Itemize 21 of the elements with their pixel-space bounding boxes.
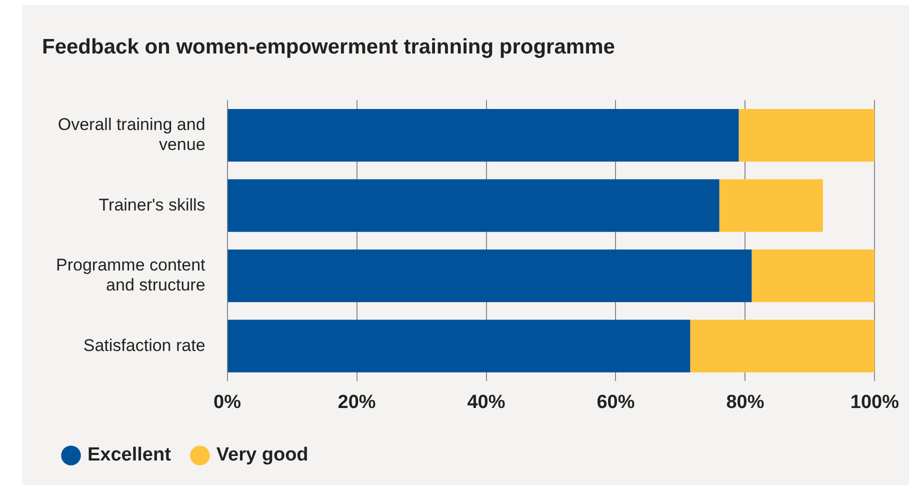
x-tick-label: 60% bbox=[596, 392, 635, 413]
bar bbox=[228, 249, 752, 302]
legend-label: Very good bbox=[216, 444, 308, 466]
bar bbox=[752, 249, 875, 302]
x-tick-label: 100% bbox=[850, 392, 900, 413]
y-tick-label: Satisfaction rate bbox=[83, 336, 206, 355]
y-tick-label: Programme content and structure bbox=[56, 255, 206, 295]
y-tick-label: Trainer's skills bbox=[98, 195, 206, 214]
x-tick-label: 0% bbox=[214, 392, 242, 413]
chart-title: Feedback on women-empowerment trainning programme bbox=[42, 35, 615, 58]
bar bbox=[719, 179, 823, 232]
y-tick-label: Overall training and venue bbox=[58, 114, 206, 154]
bar bbox=[228, 179, 720, 232]
bar bbox=[228, 108, 739, 162]
bar bbox=[690, 320, 875, 372]
bar bbox=[228, 320, 690, 372]
bar bbox=[738, 108, 875, 162]
x-tick-label: 40% bbox=[467, 392, 506, 413]
legend-label: Excellent bbox=[88, 444, 172, 466]
x-tick-label: 80% bbox=[726, 392, 764, 413]
x-tick-label: 20% bbox=[338, 392, 376, 413]
